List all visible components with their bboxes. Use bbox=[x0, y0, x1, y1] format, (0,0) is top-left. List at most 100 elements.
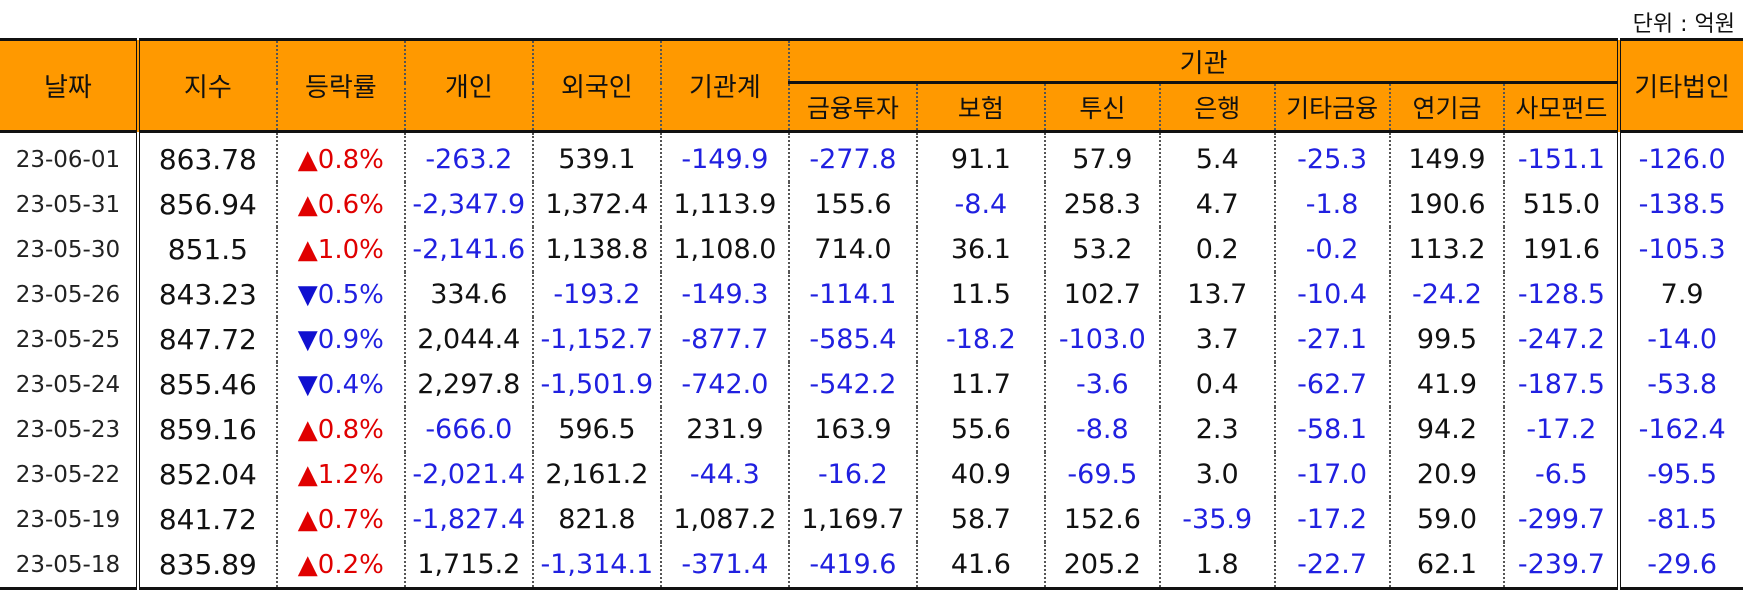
cell-value: 1,113.9 bbox=[660, 182, 790, 227]
triangle-up-icon: ▲ bbox=[297, 414, 318, 445]
cell-index: 856.94 bbox=[137, 182, 278, 227]
cell-value: 2.3 bbox=[1159, 407, 1276, 452]
cell-value: -542.2 bbox=[788, 362, 918, 407]
cell-value: 41.9 bbox=[1389, 362, 1506, 407]
header-inst-sub: 금융투자 bbox=[788, 81, 918, 133]
cell-value: 596.5 bbox=[532, 407, 662, 452]
cell-value: 113.2 bbox=[1389, 227, 1506, 272]
cell-value: 57.9 bbox=[1044, 131, 1161, 182]
cell-change: ▲0.8% bbox=[276, 131, 406, 182]
cell-value: -1,314.1 bbox=[532, 542, 662, 590]
cell-value: 1,087.2 bbox=[660, 497, 790, 542]
cell-value: -193.2 bbox=[532, 272, 662, 317]
cell-value: 62.1 bbox=[1389, 542, 1506, 590]
cell-value: -128.5 bbox=[1517, 279, 1605, 310]
cell-value: -149.3 bbox=[660, 272, 790, 317]
header-other-corp: 기타법인 bbox=[1617, 38, 1743, 133]
cell-value: -6.5 bbox=[1535, 459, 1588, 490]
triangle-up-icon: ▲ bbox=[297, 504, 318, 535]
header-foreign: 외국인 bbox=[532, 38, 662, 133]
cell-change: ▲0.8% bbox=[276, 407, 406, 452]
cell-change: ▼0.9% bbox=[276, 317, 406, 362]
cell-value: -1.8 bbox=[1274, 182, 1391, 227]
cell-value: -44.3 bbox=[660, 452, 790, 497]
cell-index: 835.89 bbox=[137, 542, 278, 590]
cell-value: 152.6 bbox=[1044, 497, 1161, 542]
cell-value: -419.6 bbox=[788, 542, 918, 590]
triangle-up-icon: ▲ bbox=[297, 189, 318, 220]
cell-index: 852.04 bbox=[137, 452, 278, 497]
cell-value: 821.8 bbox=[532, 497, 662, 542]
cell-value: -2,141.6 bbox=[404, 227, 534, 272]
cell-value: 102.7 bbox=[1044, 272, 1161, 317]
cell-value: 94.2 bbox=[1389, 407, 1506, 452]
cell-value: 190.6 bbox=[1389, 182, 1506, 227]
cell-value: -8.4 bbox=[916, 182, 1046, 227]
cell-date: 23-05-18 bbox=[0, 542, 140, 590]
cell-value: -58.1 bbox=[1274, 407, 1391, 452]
cell-value: -29.6 bbox=[1617, 542, 1743, 590]
cell-value: -53.8 bbox=[1617, 362, 1743, 407]
triangle-up-icon: ▲ bbox=[297, 549, 318, 580]
cell-value: -24.2 bbox=[1389, 272, 1506, 317]
cell-value: 5.4 bbox=[1159, 131, 1276, 182]
cell-value: -27.1 bbox=[1274, 317, 1391, 362]
change-value: 1.2% bbox=[317, 459, 384, 490]
triangle-down-icon: ▼ bbox=[297, 369, 318, 400]
table-row: 23-05-19 841.72 ▲0.7% -1,827.4 821.8 1,087.2 1… bbox=[0, 497, 1743, 542]
triangle-up-icon: ▲ bbox=[297, 234, 318, 265]
cell-value: 36.1 bbox=[916, 227, 1046, 272]
cell-value: 155.6 bbox=[788, 182, 918, 227]
cell-value: 1,372.4 bbox=[532, 182, 662, 227]
cell-value: 11.5 bbox=[916, 272, 1046, 317]
change-value: 0.2% bbox=[317, 549, 384, 580]
table-row: 23-05-22 852.04 ▲1.2% -2,021.4 2,161.2 -44.3-… bbox=[0, 452, 1743, 497]
cell-value: 714.0 bbox=[788, 227, 918, 272]
cell-value: -81.5 bbox=[1617, 497, 1743, 542]
cell-value: -299.7 bbox=[1517, 504, 1605, 535]
cell-date: 23-06-01 bbox=[0, 131, 140, 182]
cell-change: ▲0.7% bbox=[276, 497, 406, 542]
cell-date: 23-05-31 bbox=[0, 182, 140, 227]
change-value: 0.4% bbox=[317, 369, 384, 400]
cell-value: 515.0 bbox=[1522, 189, 1600, 220]
cell-value: 3.0 bbox=[1159, 452, 1276, 497]
cell-value: -1,501.9 bbox=[532, 362, 662, 407]
cell-value: 7.9 bbox=[1617, 272, 1743, 317]
cell-value: 334.6 bbox=[404, 272, 534, 317]
cell-value: -8.8 bbox=[1044, 407, 1161, 452]
cell-value: -17.0 bbox=[1274, 452, 1391, 497]
table-row: 23-05-23 859.16 ▲0.8% -666.0 596.5 231.9 163.9… bbox=[0, 407, 1743, 452]
cell-value: 1,138.8 bbox=[532, 227, 662, 272]
cell-value: 0.4 bbox=[1159, 362, 1276, 407]
cell-value: -239.7 bbox=[1504, 542, 1620, 590]
cell-value: 1.8 bbox=[1159, 542, 1276, 590]
cell-value: 91.1 bbox=[916, 131, 1046, 182]
cell-value: -247.2 bbox=[1517, 324, 1605, 355]
table-row: 23-06-01 863.78 ▲0.8% -263.2 539.1 -149.9 -277… bbox=[0, 131, 1743, 182]
cell-value: -877.7 bbox=[660, 317, 790, 362]
cell-value: -25.3 bbox=[1274, 131, 1391, 182]
table-row: 23-05-30 851.5 ▲1.0% -2,141.6 1,138.8 1,108.0… bbox=[0, 227, 1743, 272]
cell-change: ▲1.0% bbox=[276, 227, 406, 272]
cell-value: 149.9 bbox=[1389, 131, 1506, 182]
header-inst-sub: 기타금융 bbox=[1274, 81, 1391, 133]
cell-index: 859.16 bbox=[137, 407, 278, 452]
cell-date: 23-05-24 bbox=[0, 362, 140, 407]
cell-change: ▼0.5% bbox=[276, 272, 406, 317]
cell-change: ▲0.6% bbox=[276, 182, 406, 227]
cell-value: -95.5 bbox=[1617, 452, 1743, 497]
cell-value: -17.2 bbox=[1526, 414, 1597, 445]
header-change: 등락률 bbox=[276, 38, 406, 133]
cell-value: 3.7 bbox=[1159, 317, 1276, 362]
cell-value: 0.2 bbox=[1159, 227, 1276, 272]
cell-change: ▲0.2% bbox=[276, 542, 406, 590]
cell-value: -1,827.4 bbox=[404, 497, 534, 542]
cell-value: -2,347.9 bbox=[404, 182, 534, 227]
cell-value: -149.9 bbox=[660, 131, 790, 182]
cell-value: 58.7 bbox=[916, 497, 1046, 542]
cell-value: -103.0 bbox=[1044, 317, 1161, 362]
cell-value: -62.7 bbox=[1274, 362, 1391, 407]
cell-value: -35.9 bbox=[1159, 497, 1276, 542]
cell-change: ▲1.2% bbox=[276, 452, 406, 497]
